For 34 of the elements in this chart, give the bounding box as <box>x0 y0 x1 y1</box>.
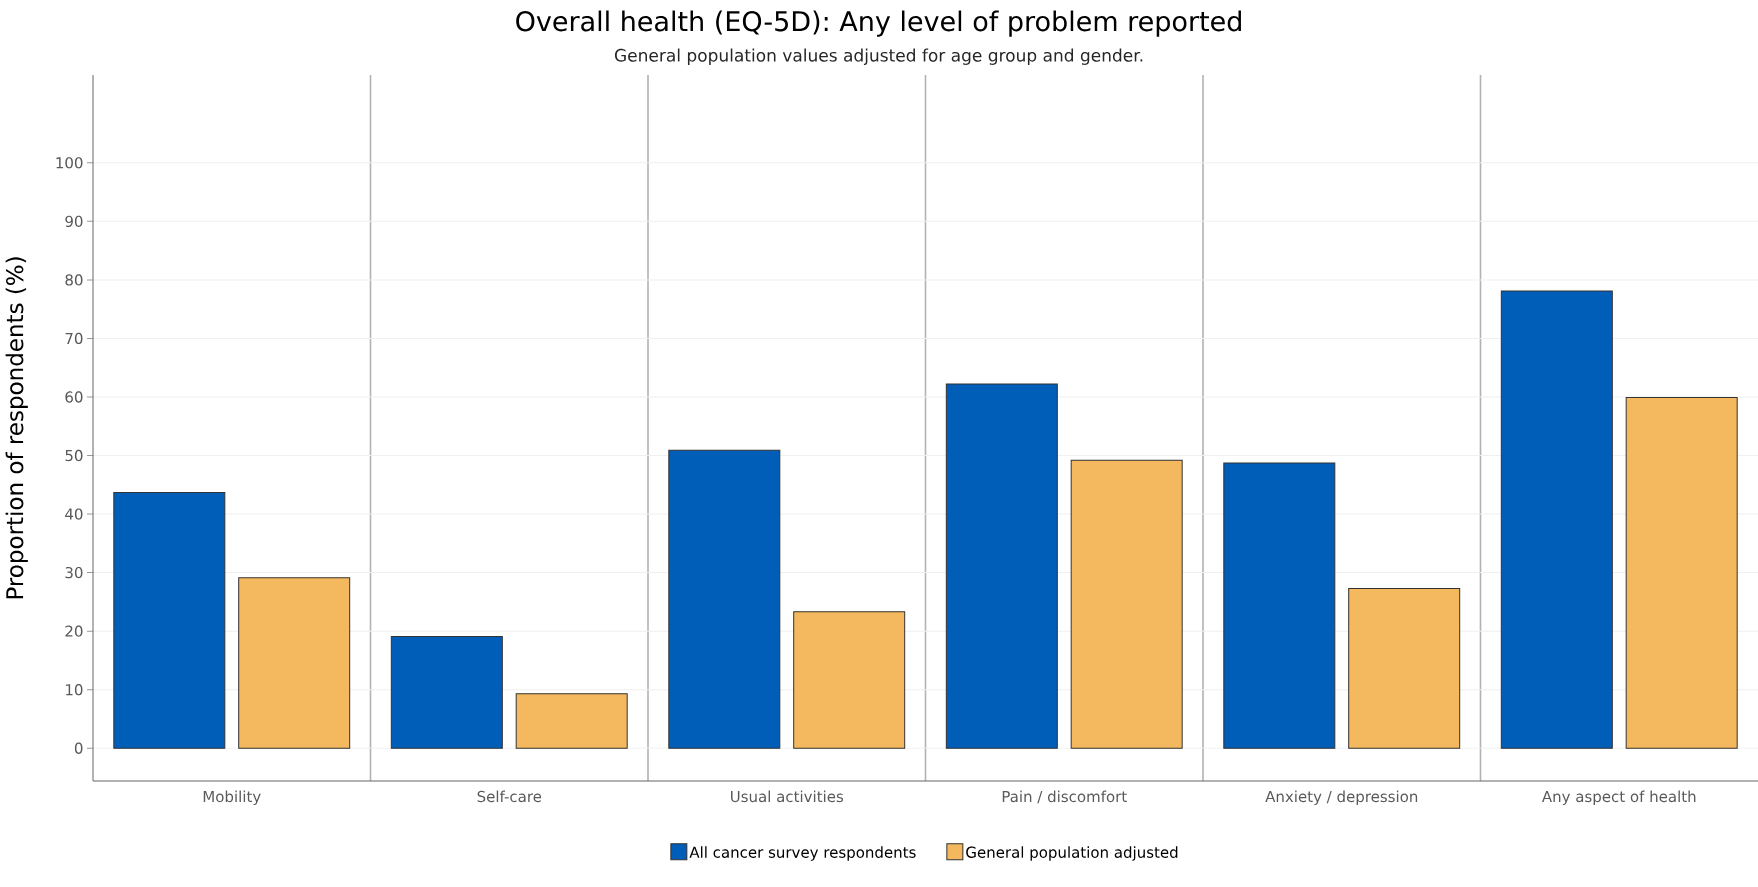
y-tick-label: 0 <box>74 742 83 754</box>
chart-title: Overall health (EQ-5D): Any level of problem reported <box>516 10 1241 37</box>
bar <box>1070 459 1183 749</box>
legend-label: All cancer survey respondents <box>689 846 916 861</box>
y-tick-label: 40 <box>65 508 83 520</box>
x-tick-label: Any aspect of health <box>1541 790 1696 806</box>
x-tick-label: Anxiety / depression <box>1265 790 1418 806</box>
y-tick-label: 50 <box>65 449 83 462</box>
legend-label: General population adjusted <box>966 846 1178 861</box>
y-tick-label: 90 <box>65 215 83 228</box>
bar <box>1625 397 1738 749</box>
bar <box>1348 587 1461 749</box>
bar <box>668 449 781 749</box>
y-tick-label: 70 <box>65 332 83 345</box>
x-tick-label: Pain / discomfort <box>1002 790 1127 804</box>
bar <box>1500 290 1613 749</box>
bar <box>390 635 503 749</box>
x-tick-label: Self-care <box>477 790 542 803</box>
x-tick-label: Mobility <box>203 790 261 806</box>
bar <box>113 491 226 749</box>
y-tick-label: 30 <box>65 566 83 579</box>
chart-subtitle: General population values adjusted for age group and gender. <box>614 48 1143 65</box>
bar <box>515 693 628 749</box>
y-tick-label: 80 <box>65 274 83 286</box>
y-tick-label: 20 <box>65 625 83 637</box>
y-axis-title: Proportion of respondents (%) <box>5 257 28 599</box>
bar <box>1223 462 1336 749</box>
bar <box>793 611 906 749</box>
x-tick-label: Usual activities <box>731 790 844 803</box>
y-tick-label: 60 <box>65 391 83 403</box>
bar <box>945 383 1058 749</box>
y-tick-label: 100 <box>56 157 83 169</box>
bar <box>238 577 351 749</box>
y-tick-label: 10 <box>66 684 83 696</box>
